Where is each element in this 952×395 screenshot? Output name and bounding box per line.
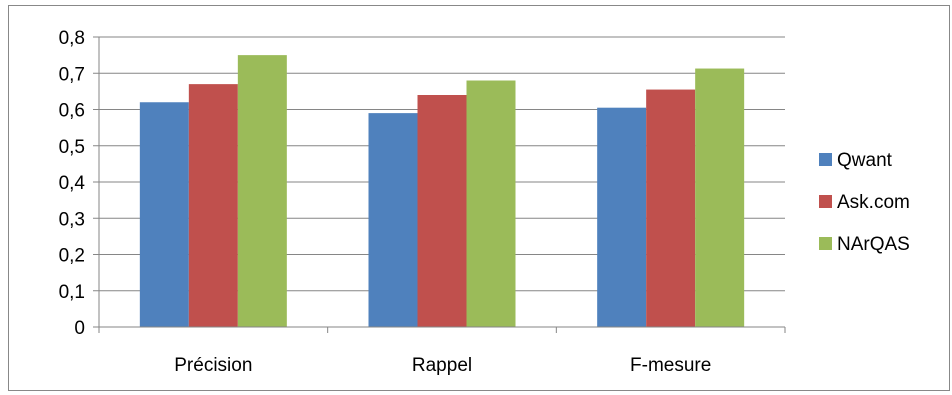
legend-label: Qwant (837, 150, 893, 171)
x-tick-labels: Précision Rappel F-mesure (174, 355, 711, 376)
y-tick-label: 0,4 (59, 173, 86, 194)
bars (139, 55, 745, 327)
bar (237, 55, 287, 327)
bar (368, 113, 418, 327)
bar (597, 107, 647, 327)
y-tick-label: 0,3 (59, 209, 85, 230)
legend-label: Ask.com (837, 192, 910, 213)
x-tick-label: Rappel (412, 355, 472, 376)
y-tick-label: 0,1 (59, 282, 85, 303)
y-tick-label: 0,8 (59, 28, 85, 49)
axes (93, 36, 786, 333)
bar-chart: 0 0,1 0,2 0,3 0,4 0,5 0,6 0,7 0,8 Précision Rappe… (59, 28, 910, 376)
bar (695, 68, 745, 327)
y-tick-labels: 0 0,1 0,2 0,3 0,4 0,5 0,6 0,7 0,8 (59, 28, 86, 339)
bar (417, 95, 467, 327)
legend-swatch (819, 153, 832, 166)
bar (646, 89, 696, 327)
bar (188, 84, 238, 327)
legend: Qwant Ask.com NArQAS (819, 150, 910, 255)
chart-frame: 0 0,1 0,2 0,3 0,4 0,5 0,6 0,7 0,8 Précision Rappe… (8, 5, 950, 391)
bar (139, 102, 189, 327)
x-tick-label: F-mesure (630, 355, 711, 376)
x-tick-label: Précision (174, 355, 252, 376)
y-tick-label: 0,5 (59, 137, 85, 158)
legend-label: NArQAS (837, 234, 910, 255)
y-tick-label: 0 (74, 318, 85, 339)
legend-swatch (819, 237, 832, 250)
y-tick-label: 0,6 (59, 101, 85, 122)
y-tick-label: 0,7 (59, 64, 85, 85)
y-tick-label: 0,2 (59, 246, 85, 267)
bar (466, 80, 516, 327)
legend-swatch (819, 195, 832, 208)
